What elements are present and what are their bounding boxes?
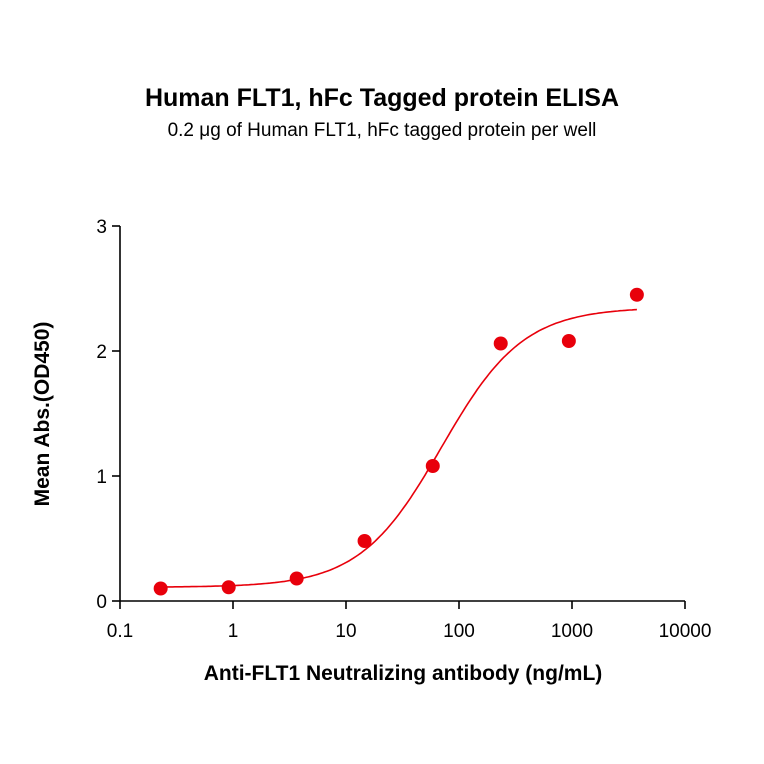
data-point — [357, 534, 372, 548]
fit-curve — [160, 308, 637, 588]
y-tick-label: 0 — [96, 592, 107, 613]
data-point — [221, 580, 236, 595]
y-tick-label: 1 — [96, 467, 107, 488]
data-point — [629, 287, 644, 302]
data-point — [289, 571, 304, 586]
y-axis-label: Mean Abs.(OD450) — [31, 322, 54, 507]
chart-title: Human FLT1, hFc Tagged protein ELISA — [144, 84, 620, 112]
x-axis-label: Anti-FLT1 Neutralizing antibody (ng/mL) — [204, 662, 603, 685]
data-point — [153, 581, 168, 596]
x-tick-label: 10000 — [659, 621, 712, 642]
x-tick-label: 0.1 — [107, 621, 133, 642]
x-tick-label: 1 — [228, 621, 239, 642]
chart-subtitle: 0.2 μg of Human FLT1, hFc tagged protein… — [167, 120, 597, 141]
data-points — [153, 287, 644, 596]
x-tick-label: 100 — [443, 621, 475, 642]
data-point — [493, 336, 508, 351]
data-point — [561, 334, 576, 348]
y-tick-label: 3 — [96, 217, 107, 238]
y-tick-label: 2 — [96, 342, 107, 363]
data-point — [425, 459, 440, 473]
x-tick-label: 1000 — [551, 621, 593, 642]
axes: 0.1 1 10 100 1000 10000 0 1 2 3 — [96, 217, 711, 642]
x-tick-label: 10 — [335, 621, 356, 642]
